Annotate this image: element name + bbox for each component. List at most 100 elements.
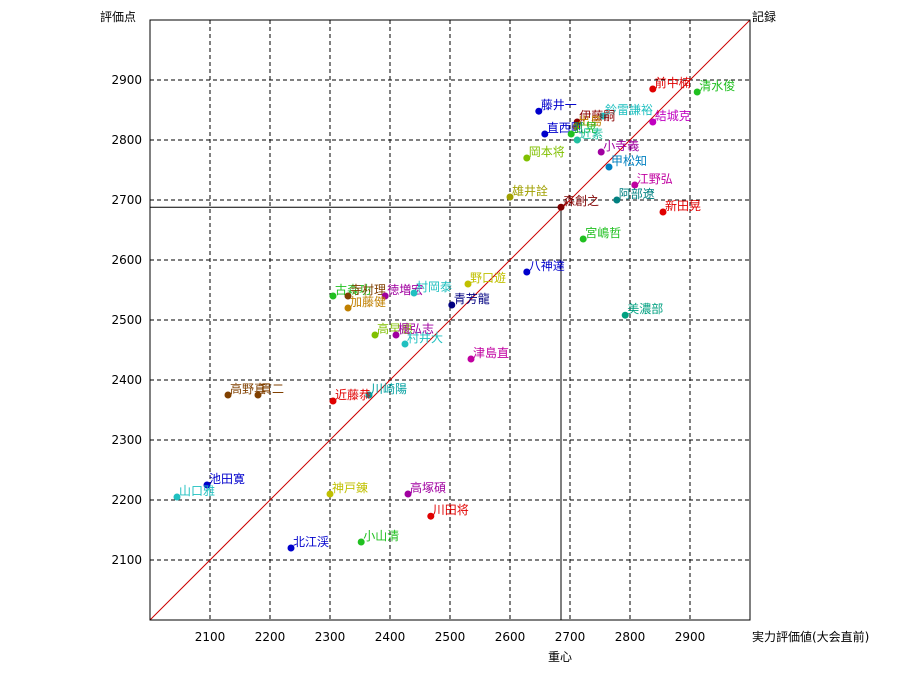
corner-label: 記録 (752, 9, 776, 24)
point-label: 清水俊 (699, 78, 735, 93)
x-tick-label: 2600 (495, 630, 526, 644)
plot-frame (149, 19, 751, 621)
data-point (329, 292, 337, 300)
point-label: 池田寛 (209, 471, 245, 486)
y-tick-label: 2300 (111, 433, 142, 447)
point-label: 小寺義 (603, 138, 639, 153)
point-label: 阿部遼 (619, 186, 655, 201)
point-label: 雄井詮 (512, 183, 548, 198)
x-axis-title: 実力評価値(大会直前) (752, 629, 869, 644)
data-point (326, 490, 334, 498)
point-label: 新田晃 (665, 198, 701, 213)
data-point (631, 181, 639, 189)
data-point (567, 130, 575, 138)
point-label: 野口遊 (470, 270, 506, 285)
data-point (613, 196, 621, 204)
data-point (693, 88, 701, 96)
point-label: 小山清 (363, 529, 399, 543)
data-point (404, 490, 412, 498)
data-point (523, 154, 531, 162)
point-label: 津島直 (473, 345, 509, 360)
point-label: 北江渓 (293, 535, 329, 549)
point-label: 出島 (578, 113, 602, 128)
data-point (557, 203, 565, 211)
point-label: 古森功 (335, 282, 371, 297)
point-label: 伊藤嗣 (579, 109, 615, 123)
y-tick-label: 2200 (111, 493, 142, 507)
point-label: 藤井一 (541, 98, 577, 112)
y-tick-label: 2600 (111, 253, 142, 267)
data-point (573, 136, 581, 144)
data-point (173, 493, 181, 501)
data-point (344, 292, 352, 300)
data-point (427, 512, 435, 520)
y-tick-label: 2800 (111, 133, 142, 147)
data-point (605, 163, 613, 171)
data-point (649, 85, 657, 93)
data-point (344, 304, 352, 312)
data-point (659, 208, 667, 216)
point-label: 宮嶋哲 (585, 225, 621, 240)
point-label: 鈴雷謙裕 (605, 102, 653, 117)
point-label: 山口雅 (179, 483, 215, 498)
point-label: 寺村理 (350, 283, 386, 297)
data-point (254, 391, 262, 399)
point-label: 岡本将 (529, 145, 565, 159)
data-point (410, 289, 418, 297)
point-label: 川田将 (433, 503, 469, 517)
point-label: 前中楠 (655, 75, 691, 90)
x-tick-label: 2100 (195, 630, 226, 644)
x-tick-label: 2800 (615, 630, 646, 644)
point-label: 武晃 (573, 121, 597, 135)
point-label: 甲松知 (611, 154, 647, 168)
point-label: 神戸錬 (332, 480, 368, 495)
y-axis-title: 評価点 (100, 9, 136, 24)
x-tick-label: 2500 (435, 630, 466, 644)
point-label: 村井大 (407, 331, 443, 345)
data-point (448, 301, 456, 309)
data-point (357, 538, 365, 546)
data-point (464, 280, 472, 288)
x-tick-label: 2700 (555, 630, 586, 644)
center-label: 重心 (548, 650, 572, 664)
data-point (224, 391, 232, 399)
data-point (572, 123, 580, 131)
point-label: 高早惠 (377, 321, 413, 336)
point-label: 加藤健 (350, 295, 386, 309)
data-point (371, 331, 379, 339)
point-label: 直西剛 (547, 121, 583, 135)
x-tick-label: 2200 (255, 630, 286, 644)
data-point (597, 148, 605, 156)
data-point (506, 193, 514, 201)
y-tick-label: 2400 (111, 373, 142, 387)
point-label: 楓弘志 (398, 321, 434, 336)
data-point (523, 268, 531, 276)
data-point (203, 481, 211, 489)
y-tick-label: 2700 (111, 193, 142, 207)
point-label: 江野弘 (637, 172, 673, 186)
point-label: 美濃部 (627, 301, 663, 316)
grid-lines (150, 20, 750, 620)
point-label: 青芳龍 (454, 291, 490, 306)
x-tick-label: 2900 (675, 630, 706, 644)
data-point (401, 340, 409, 348)
center-lines (150, 206, 562, 620)
x-tick-label: 2400 (375, 630, 406, 644)
y-tick-labels: 2100 2200 2300 2400 2500 2600 2700 2800 2900 (111, 73, 142, 567)
data-point (541, 130, 549, 138)
point-label: 村岡泰 (416, 280, 452, 294)
point-label: 川崎陽 (371, 382, 407, 396)
data-point (329, 397, 337, 405)
point-label: 結城克 (655, 109, 691, 123)
data-point (621, 311, 629, 319)
data-point (649, 118, 657, 126)
point-label: 近藤恭 (335, 388, 371, 402)
point-label: 高塚碩 (410, 480, 446, 495)
data-point (579, 235, 587, 243)
y-tick-label: 2500 (111, 313, 142, 327)
point-label: 森創之 (563, 193, 599, 208)
x-tick-label: 2300 (315, 630, 346, 644)
point-label: 貫二 (260, 382, 284, 396)
x-tick-labels: 2100 2200 2300 2400 2500 2600 2700 2800 2900 (195, 630, 706, 644)
